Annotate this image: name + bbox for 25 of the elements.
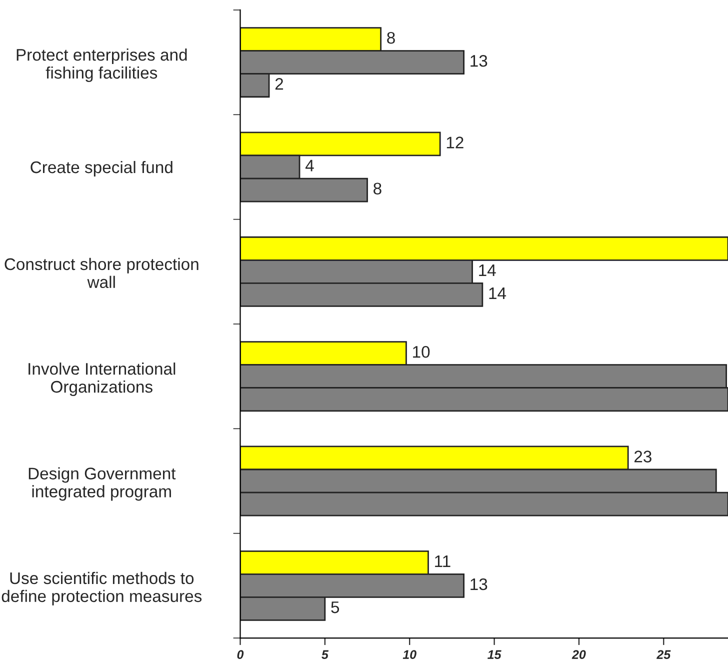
data-label: 4: [305, 160, 314, 172]
y-tick-label: Use scientific methods to define protection measures: [2, 572, 202, 606]
data-label: 12: [446, 136, 464, 148]
data-label: 8: [387, 32, 395, 44]
data-label: 14: [479, 264, 496, 276]
data-label: 2: [275, 78, 284, 90]
y-tick-label: Involve International Organizations: [28, 362, 176, 396]
y-tick-label: Construct shore protection wall: [4, 258, 198, 288]
y-tick-label: Design Government integrated program: [28, 467, 176, 501]
data-label: 13: [470, 55, 488, 67]
data-label: 14: [489, 288, 506, 300]
x-tick-label: 10: [402, 650, 416, 660]
data-label: 5: [331, 602, 340, 614]
x-tick-label: 0: [237, 650, 244, 660]
y-tick-label: Create special fund: [30, 160, 172, 176]
data-label: 8: [374, 182, 382, 194]
x-tick-label: 5: [322, 650, 329, 660]
data-label: 11: [435, 556, 450, 567]
data-label: 23: [634, 450, 652, 462]
x-tick-label: 20: [572, 650, 586, 660]
data-label: 13: [470, 578, 488, 590]
y-tick-label: Protect enterprises and fishing facilities: [16, 48, 187, 82]
data-label: 10: [413, 346, 430, 358]
x-tick-label: 25: [656, 650, 671, 660]
x-tick-label: 15: [488, 650, 502, 660]
